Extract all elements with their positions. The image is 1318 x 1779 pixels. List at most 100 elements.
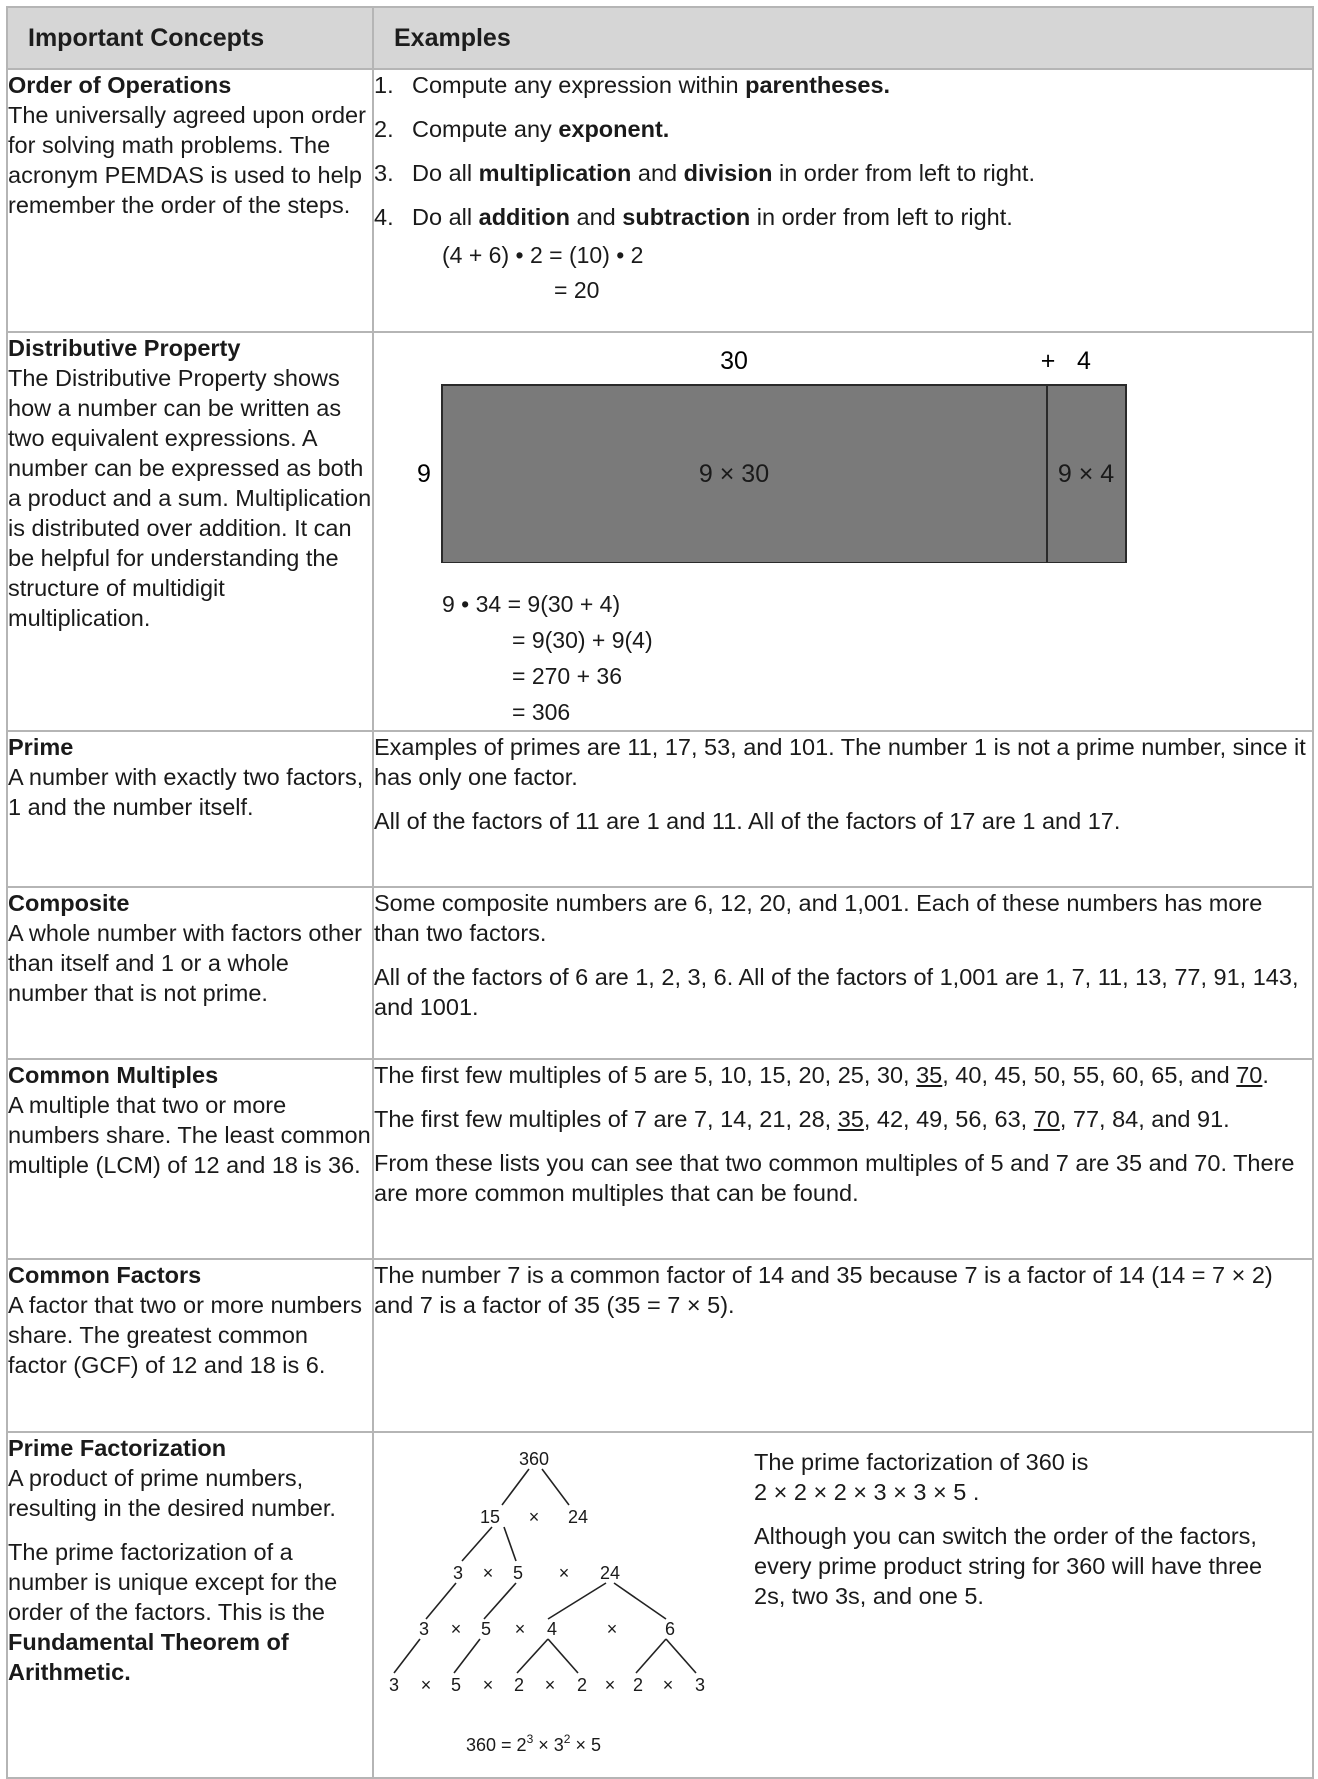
equation-line: = 20 xyxy=(554,277,600,303)
tree-times: × xyxy=(483,1563,494,1583)
step-bold: exponent. xyxy=(558,116,670,142)
example-cell: 1. Compute any expression within parenthe… xyxy=(372,68,1314,333)
step-text: Do all xyxy=(412,160,479,186)
step-text: in order from left to right. xyxy=(750,204,1013,230)
concept-cell: Common Multiples A multiple that two or … xyxy=(6,1058,374,1260)
factorization-formula: 360 = 23 × 32 × 5 xyxy=(466,1732,601,1755)
underlined-multiple: 35 xyxy=(916,1062,943,1088)
concept-cell: Prime A number with exactly two factors,… xyxy=(6,730,374,888)
header-examples: Examples xyxy=(372,6,1314,70)
step-text: Compute any xyxy=(412,116,559,142)
table-row: Composite A whole number with factors ot… xyxy=(6,886,1314,1060)
tree-times: × xyxy=(421,1675,432,1695)
concept-description: A factor that two or more numbers share.… xyxy=(8,1292,362,1378)
example-paragraph: The first few multiples of 5 are 5, 10, … xyxy=(374,1060,1312,1090)
text-run: The prime factorization of a number is u… xyxy=(8,1539,338,1625)
text-run: The first few multiples of 7 are 7, 14, … xyxy=(374,1106,838,1132)
list-item: 1. Compute any expression within parenthe… xyxy=(374,70,1312,100)
pemdas-equation: (4 + 6) • 2 = (10) • 2 = 20 xyxy=(442,238,1312,308)
example-paragraph: The prime factorization of 360 is 2 × 2 ×… xyxy=(754,1447,1294,1507)
tree-times: × xyxy=(515,1619,526,1639)
tree-node: 2 xyxy=(633,1675,643,1695)
tree-times: × xyxy=(529,1507,540,1527)
concept-cell: Distributive Property The Distributive P… xyxy=(6,331,374,732)
theorem-name: Fundamental Theorem of Arithmetic. xyxy=(8,1629,289,1685)
tree-times: × xyxy=(545,1675,556,1695)
example-paragraph: All of the factors of 11 are 1 and 11. A… xyxy=(374,808,1121,834)
example-cell: Examples of primes are 11, 17, 53, and 1… xyxy=(372,730,1314,888)
list-item: 3. Do all multiplication and division in … xyxy=(374,158,1312,188)
steps-list: 1. Compute any expression within parenthe… xyxy=(374,70,1312,232)
table-row: Common Factors A factor that two or more… xyxy=(6,1258,1314,1433)
tree-node: 3 xyxy=(695,1675,705,1695)
underlined-multiple: 70 xyxy=(1236,1062,1263,1088)
equation-line: = 306 xyxy=(512,699,571,725)
tree-node: 5 xyxy=(451,1675,461,1695)
tree-node: 5 xyxy=(481,1619,491,1639)
table-row: Order of Operations The universally agre… xyxy=(6,68,1314,333)
tree-times: × xyxy=(451,1619,462,1639)
example-cell: The number 7 is a common factor of 14 an… xyxy=(372,1258,1314,1433)
step-text: and xyxy=(570,204,623,230)
formula-part: 360 = 2 xyxy=(466,1735,527,1755)
tree-times: × xyxy=(559,1563,570,1583)
example-paragraph: Although you can switch the order of the… xyxy=(754,1523,1263,1609)
prime-factorization-text: The prime factorization of 360 is 2 × 2 ×… xyxy=(754,1437,1294,1625)
tree-node: 3 xyxy=(389,1675,399,1695)
text-run: . xyxy=(1262,1062,1269,1088)
list-item: 2. Compute any exponent. xyxy=(374,114,1312,144)
formula-exponent: 3 xyxy=(527,1732,534,1746)
area-big-box xyxy=(441,384,1048,564)
table-row: Prime Factorization A product of prime n… xyxy=(6,1431,1314,1779)
example-cell: The first few multiples of 5 are 5, 10, … xyxy=(372,1058,1314,1260)
area-big-label: 9 × 30 xyxy=(699,460,769,488)
step-bold: subtraction xyxy=(622,204,751,230)
text-run: , 77, 84, and 91. xyxy=(1059,1106,1230,1132)
tree-node: 24 xyxy=(568,1507,588,1527)
area-top-right-label: 4 xyxy=(1077,347,1091,375)
prime-factorization-example: 360 15 × 24 3 × 5 × 24 3 × 5 × 4 xyxy=(374,1433,1312,1777)
tree-times: × xyxy=(607,1619,618,1639)
concept-cell: Common Factors A factor that two or more… xyxy=(6,1258,374,1433)
step-number: 3. xyxy=(374,160,394,186)
tree-node: 3 xyxy=(453,1563,463,1583)
text-run: , 42, 49, 56, 63, xyxy=(863,1106,1034,1132)
tree-node: 24 xyxy=(600,1563,620,1583)
equation-line: = 270 + 36 xyxy=(512,663,622,689)
tree-node: 2 xyxy=(577,1675,587,1695)
table-row: Prime A number with exactly two factors,… xyxy=(6,730,1314,888)
example-paragraph: All of the factors of 6 are 1, 2, 3, 6. … xyxy=(374,964,1299,1020)
example-cell: 30 + 4 9 9 × 30 9 × 4 9 • 34 = 9(30 + 4)… xyxy=(372,331,1314,732)
step-number: 4. xyxy=(374,204,394,230)
step-text: in order from left to right. xyxy=(772,160,1035,186)
step-bold: division xyxy=(683,160,773,186)
table-header-row: Important Concepts Examples xyxy=(6,6,1314,70)
list-item: 4. Do all addition and subtraction in ord… xyxy=(374,202,1312,232)
concept-description: A whole number with factors other than i… xyxy=(8,920,362,1006)
equation-line: 9 • 34 = 9(30 + 4) xyxy=(442,591,621,617)
concept-cell: Order of Operations The universally agre… xyxy=(6,68,374,333)
factor-tree-nodes: 360 15 × 24 3 × 5 × 24 3 × 5 × 4 xyxy=(389,1449,705,1695)
header-important-concepts: Important Concepts xyxy=(6,6,374,70)
formula-exponent: 2 xyxy=(564,1732,571,1746)
example-paragraph: From these lists you can see that two co… xyxy=(374,1150,1295,1206)
step-bold: parentheses. xyxy=(745,72,891,98)
example-cell: 360 15 × 24 3 × 5 × 24 3 × 5 × 4 xyxy=(372,1431,1314,1779)
formula-part: × 3 xyxy=(533,1735,564,1755)
formula-part: × 5 xyxy=(570,1735,601,1755)
factor-tree-branches xyxy=(393,1468,697,1674)
example-cell: Some composite numbers are 6, 12, 20, an… xyxy=(372,886,1314,1060)
tree-times: × xyxy=(605,1675,616,1695)
area-model: 30 + 4 9 9 × 30 9 × 4 xyxy=(417,347,1127,564)
concept-name: Common Factors xyxy=(8,1262,202,1288)
table-row: Distributive Property The Distributive P… xyxy=(6,331,1314,732)
tree-node: 3 xyxy=(419,1619,429,1639)
step-text: and xyxy=(631,160,684,186)
concept-name: Common Multiples xyxy=(8,1062,219,1088)
step-bold: multiplication xyxy=(478,160,632,186)
text-run: The prime factorization of 360 is xyxy=(754,1449,1089,1475)
step-text: Do all xyxy=(412,204,479,230)
text-run: , 40, 45, 50, 55, 60, 65, and xyxy=(942,1062,1237,1088)
concept-cell: Prime Factorization A product of prime n… xyxy=(6,1431,374,1779)
equation-line: = 9(30) + 9(4) xyxy=(512,627,653,653)
